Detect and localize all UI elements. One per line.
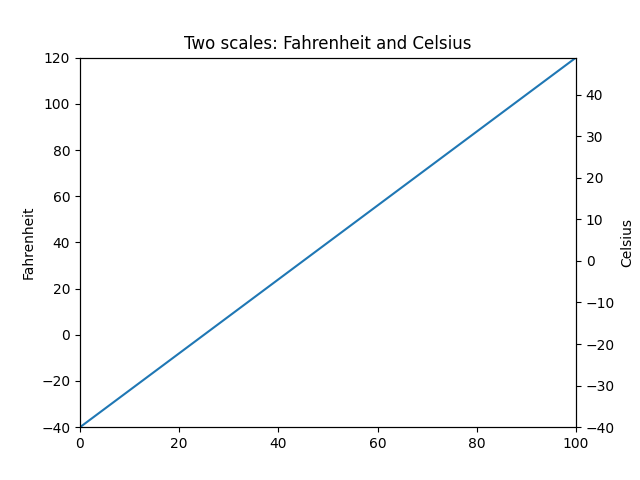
Y-axis label: Celsius: Celsius: [621, 218, 634, 267]
Title: Two scales: Fahrenheit and Celsius: Two scales: Fahrenheit and Celsius: [184, 35, 472, 53]
Y-axis label: Fahrenheit: Fahrenheit: [22, 205, 36, 279]
